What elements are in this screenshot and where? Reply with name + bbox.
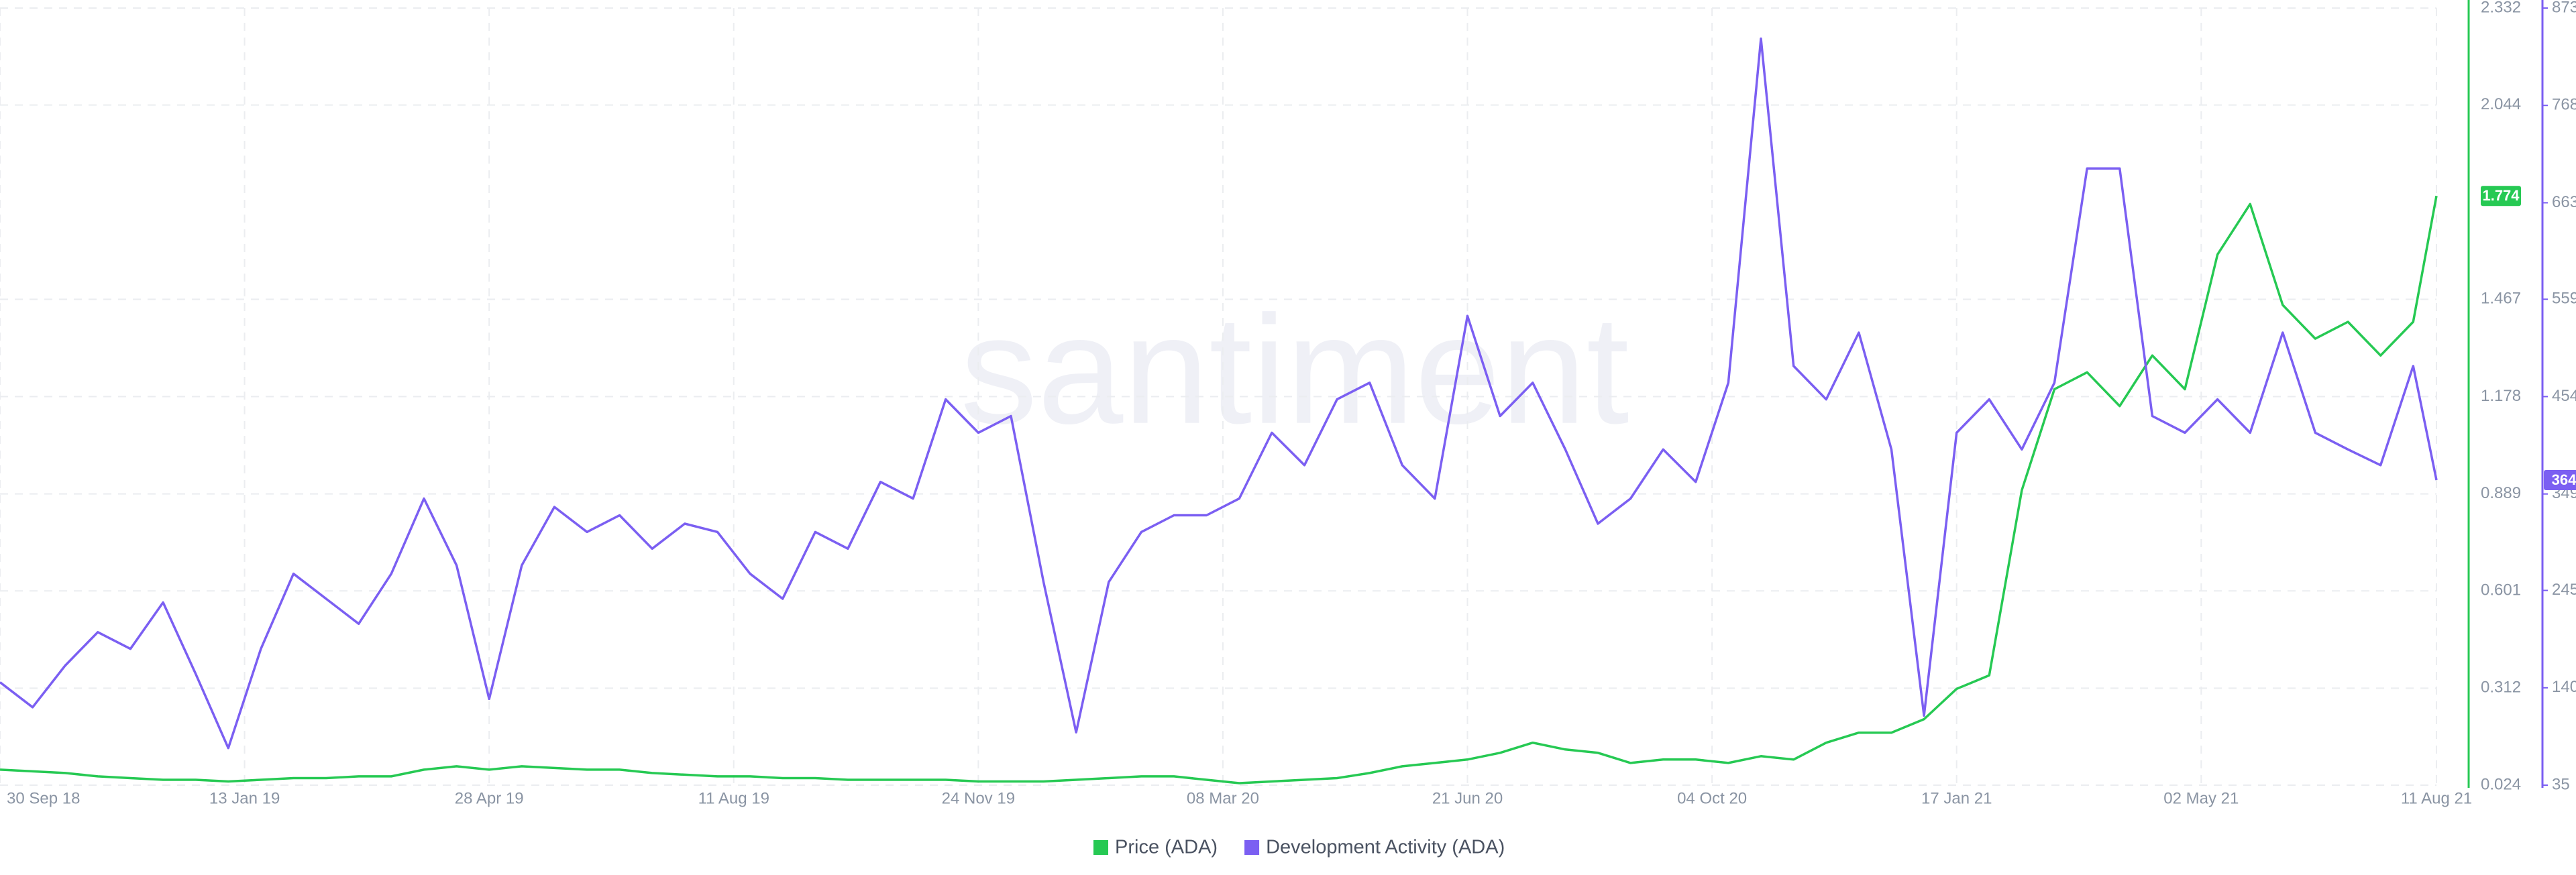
- y2-tick-label: 35: [2552, 775, 2570, 793]
- y2-tick-label: 663: [2552, 193, 2576, 211]
- value-badge-label: 364: [2552, 471, 2576, 488]
- y-tick-label: 0.889: [2481, 484, 2521, 502]
- y2-tick-label: 454: [2552, 387, 2576, 405]
- x-tick-label: 17 Jan 21: [1921, 789, 1992, 807]
- legend-label: Price (ADA): [1115, 837, 1218, 858]
- x-tick-label: 28 Apr 19: [455, 789, 524, 807]
- legend-label: Development Activity (ADA): [1266, 837, 1505, 858]
- y2-tick-label: 559: [2552, 290, 2576, 308]
- x-tick-label: 21 Jun 20: [1432, 789, 1503, 807]
- series-line: [0, 195, 2438, 784]
- legend-swatch: [1244, 840, 1260, 855]
- y-tick-label: 0.312: [2481, 679, 2521, 697]
- y2-tick-label: 140: [2552, 678, 2576, 696]
- x-tick-label: 02 May 21: [2163, 789, 2239, 807]
- y-tick-label: 2.332: [2481, 0, 2521, 16]
- value-badge: [2481, 186, 2521, 207]
- series-line: [0, 37, 2438, 750]
- x-tick-label: 30 Sep 18: [7, 789, 80, 807]
- value-badge-label: 1.774: [2482, 187, 2520, 204]
- y-tick-label: 1.178: [2481, 387, 2521, 405]
- legend-swatch: [1093, 840, 1108, 855]
- x-tick-label: 11 Aug 19: [698, 789, 769, 807]
- y-tick-label: 2.044: [2481, 95, 2521, 113]
- x-tick-label: 04 Oct 20: [1677, 789, 1747, 807]
- y2-tick-label: 873: [2552, 0, 2576, 16]
- y-tick-label: 1.467: [2481, 290, 2521, 308]
- x-tick-label: 24 Nov 19: [942, 789, 1015, 807]
- y2-tick-label: 245: [2552, 581, 2576, 599]
- y-tick-label: 0.024: [2481, 775, 2521, 793]
- x-tick-label: 11 Aug 21: [2401, 789, 2472, 807]
- x-tick-label: 08 Mar 20: [1187, 789, 1259, 807]
- watermark: santiment: [960, 284, 1629, 456]
- value-badge: [2544, 469, 2576, 490]
- x-tick-label: 13 Jan 19: [209, 789, 280, 807]
- y2-tick-label: 768: [2552, 96, 2576, 114]
- y-tick-label: 0.601: [2481, 581, 2521, 599]
